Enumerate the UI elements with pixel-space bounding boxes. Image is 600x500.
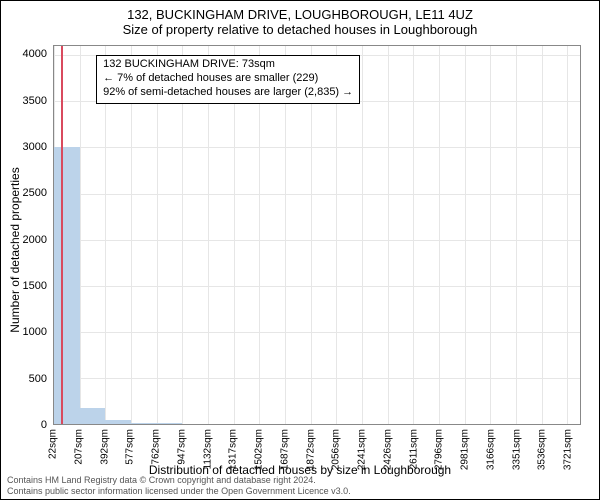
footer-line2: Contains public sector information licen…	[7, 486, 593, 496]
annotation-box: 132 BUCKINGHAM DRIVE: 73sqm ← 7% of deta…	[96, 55, 360, 103]
y-tick-label: 4000	[23, 48, 47, 60]
annotation-line2: ← 7% of detached houses are smaller (229…	[103, 72, 353, 86]
plot-area: 132 BUCKINGHAM DRIVE: 73sqm ← 7% of deta…	[53, 45, 581, 425]
chart-title-line1: 132, BUCKINGHAM DRIVE, LOUGHBOROUGH, LE1…	[1, 7, 599, 22]
x-tick-label: 577sqm	[125, 429, 136, 465]
x-tick-label: 762sqm	[151, 429, 162, 465]
y-tick-label: 500	[29, 373, 47, 385]
annotation-line3: 92% of semi-detached houses are larger (…	[103, 86, 353, 100]
title-block: 132, BUCKINGHAM DRIVE, LOUGHBOROUGH, LE1…	[1, 1, 599, 37]
y-tick-label: 1500	[23, 280, 47, 292]
y-tick-label: 2000	[23, 234, 47, 246]
histogram-bar	[80, 408, 106, 424]
footer-attribution: Contains HM Land Registry data © Crown c…	[7, 475, 593, 496]
y-tick-label: 1000	[23, 326, 47, 338]
y-tick-label: 2500	[23, 187, 47, 199]
x-tick-label: 392sqm	[99, 429, 110, 465]
y-tick-label: 0	[41, 419, 47, 431]
x-tick-label: 22sqm	[48, 429, 59, 459]
annotation-line1: 132 BUCKINGHAM DRIVE: 73sqm	[103, 58, 353, 72]
y-axis-ticks: 05001000150020002500300035004000	[1, 45, 51, 425]
chart-title-line2: Size of property relative to detached ho…	[1, 22, 599, 37]
x-tick-label: 207sqm	[73, 429, 84, 465]
chart-container: 132, BUCKINGHAM DRIVE, LOUGHBOROUGH, LE1…	[0, 0, 600, 500]
histogram-bar	[105, 420, 131, 424]
y-tick-label: 3000	[23, 141, 47, 153]
histogram-bar	[54, 147, 80, 424]
footer-line1: Contains HM Land Registry data © Crown c…	[7, 475, 593, 485]
property-marker-line	[61, 46, 63, 424]
histogram-bar	[131, 423, 157, 424]
chart-area: 132 BUCKINGHAM DRIVE: 73sqm ← 7% of deta…	[53, 45, 581, 425]
x-tick-label: 947sqm	[176, 429, 187, 465]
histogram-bar	[157, 423, 183, 424]
y-tick-label: 3500	[23, 95, 47, 107]
